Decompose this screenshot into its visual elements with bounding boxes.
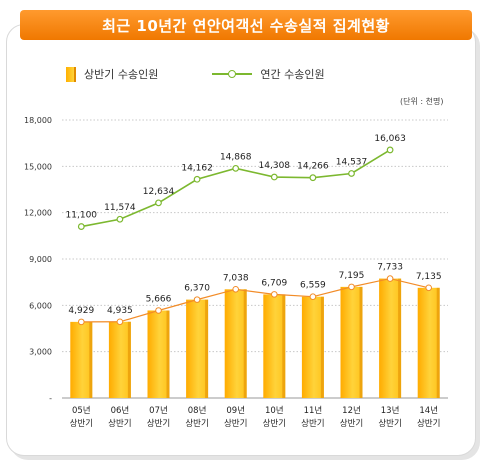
bar [70,321,93,398]
half-year-value-label: 6,370 [184,284,210,294]
x-tick-label-sub: 상반기 [301,418,324,429]
legend: 상반기 수송인원 연간 수송인원 [66,66,325,82]
half-year-value-label: 6,559 [300,281,326,291]
x-tick-label-year: 08년 [188,405,207,416]
annual-value-label: 12,634 [143,187,175,197]
legend-bar-swatch [66,66,76,82]
bar [224,289,247,398]
x-tick-label-year: 11년 [304,405,323,416]
legend-line-label: 연간 수송인원 [260,68,325,81]
bar [186,299,209,398]
annual-point [270,173,278,181]
bar-top-marker [116,318,124,326]
bar-top-marker [193,296,201,303]
bar-shade [282,294,286,398]
half-year-value-label: 7,195 [339,271,365,281]
half-year-value-label: 7,038 [223,273,249,283]
annual-value-label: 14,266 [297,162,329,172]
half-year-value-label: 7,733 [377,263,403,273]
bar-top-marker [425,284,433,292]
y-tick-label: 6,000 [29,301,52,310]
x-tick-label-sub: 상반기 [224,418,247,429]
x-tick-label-sub: 상반기 [185,418,208,429]
y-tick-label: 9,000 [29,255,52,264]
x-tick-label-year: 07년 [149,405,168,416]
unit-label: (단위 : 천명) [400,97,444,106]
annual-value-label: 14,162 [181,163,213,173]
bar-shade [205,299,209,398]
x-tick-label-sub: 상반기 [108,418,131,429]
annual-point [116,215,124,223]
bar-shade [89,321,93,398]
x-tick-label-year: 12년 [342,405,361,416]
half-year-value-label: 6,709 [261,278,287,288]
x-tick-label-sub: 상반기 [340,418,363,429]
annual-value-label: 14,308 [259,161,291,171]
bar [108,321,131,398]
half-year-value-label: 5,666 [146,294,172,304]
annual-point [155,199,162,207]
bar-top-marker [78,318,85,326]
title-banner: 최근 10년간 연안여객선 수송실적 집계현황 [20,10,472,40]
chart-title: 최근 10년간 연안여객선 수송실적 집계현황 [102,16,390,35]
bar-top-marker [386,275,394,282]
y-tick-label: 3,000 [29,348,52,357]
bar-top-marker [271,291,278,298]
bar-shade [320,296,324,398]
annual-point [77,223,85,230]
bar-top-marker [232,286,239,293]
x-tick-label-year: 05년 [72,405,91,416]
annual-point [309,174,317,182]
bar-top-marker [155,307,162,314]
x-tick-label-sub: 상반기 [378,418,401,429]
x-tick-label-year: 10년 [265,405,284,416]
half-year-value-label: 7,135 [416,272,442,282]
y-tick-label: 18,000 [24,116,52,125]
bar [379,278,402,398]
x-tick-label-sub: 상반기 [70,418,93,429]
annual-value-label: 14,537 [336,157,368,167]
annual-value-label: 11,100 [66,211,98,221]
legend-line-swatch [212,69,253,79]
bar-top-connector [81,277,429,323]
half-year-value-label: 4,935 [107,306,133,316]
bar-top-marker [348,283,355,291]
bar-shade [398,278,402,398]
bar [417,287,440,398]
bar [340,286,363,398]
annual-value-label: 16,063 [374,134,406,144]
annual-point [232,164,240,172]
legend-bar-label: 상반기 수송인원 [84,68,159,81]
bar-top-marker [309,293,317,300]
annual-point [386,146,394,154]
bar [147,310,170,398]
bar-shade [243,289,247,398]
x-tick-label-year: 13년 [381,405,400,416]
x-tick-label-sub: 상반기 [263,418,286,429]
x-tick-label-sub: 상반기 [147,418,170,429]
half-year-value-label: 4,929 [68,306,94,316]
annual-value-label: 11,574 [104,203,136,213]
bar-shade [166,310,170,398]
bar-shade [127,321,131,398]
x-tick-label-year: 06년 [111,405,130,416]
bar [301,296,324,398]
bar [263,294,286,398]
annual-point [348,170,355,177]
annual-value-label: 14,868 [220,152,252,162]
annual-point [193,175,201,183]
x-tick-label-year: 14년 [419,405,438,416]
y-tick-label: 12,000 [24,209,52,218]
y-tick-label: - [49,394,52,403]
bar-shade [359,286,363,398]
y-tick-label: 15,000 [24,162,52,171]
bar-shade [436,287,440,398]
x-tick-label-year: 09년 [226,405,245,416]
x-tick-label-sub: 상반기 [417,418,440,429]
